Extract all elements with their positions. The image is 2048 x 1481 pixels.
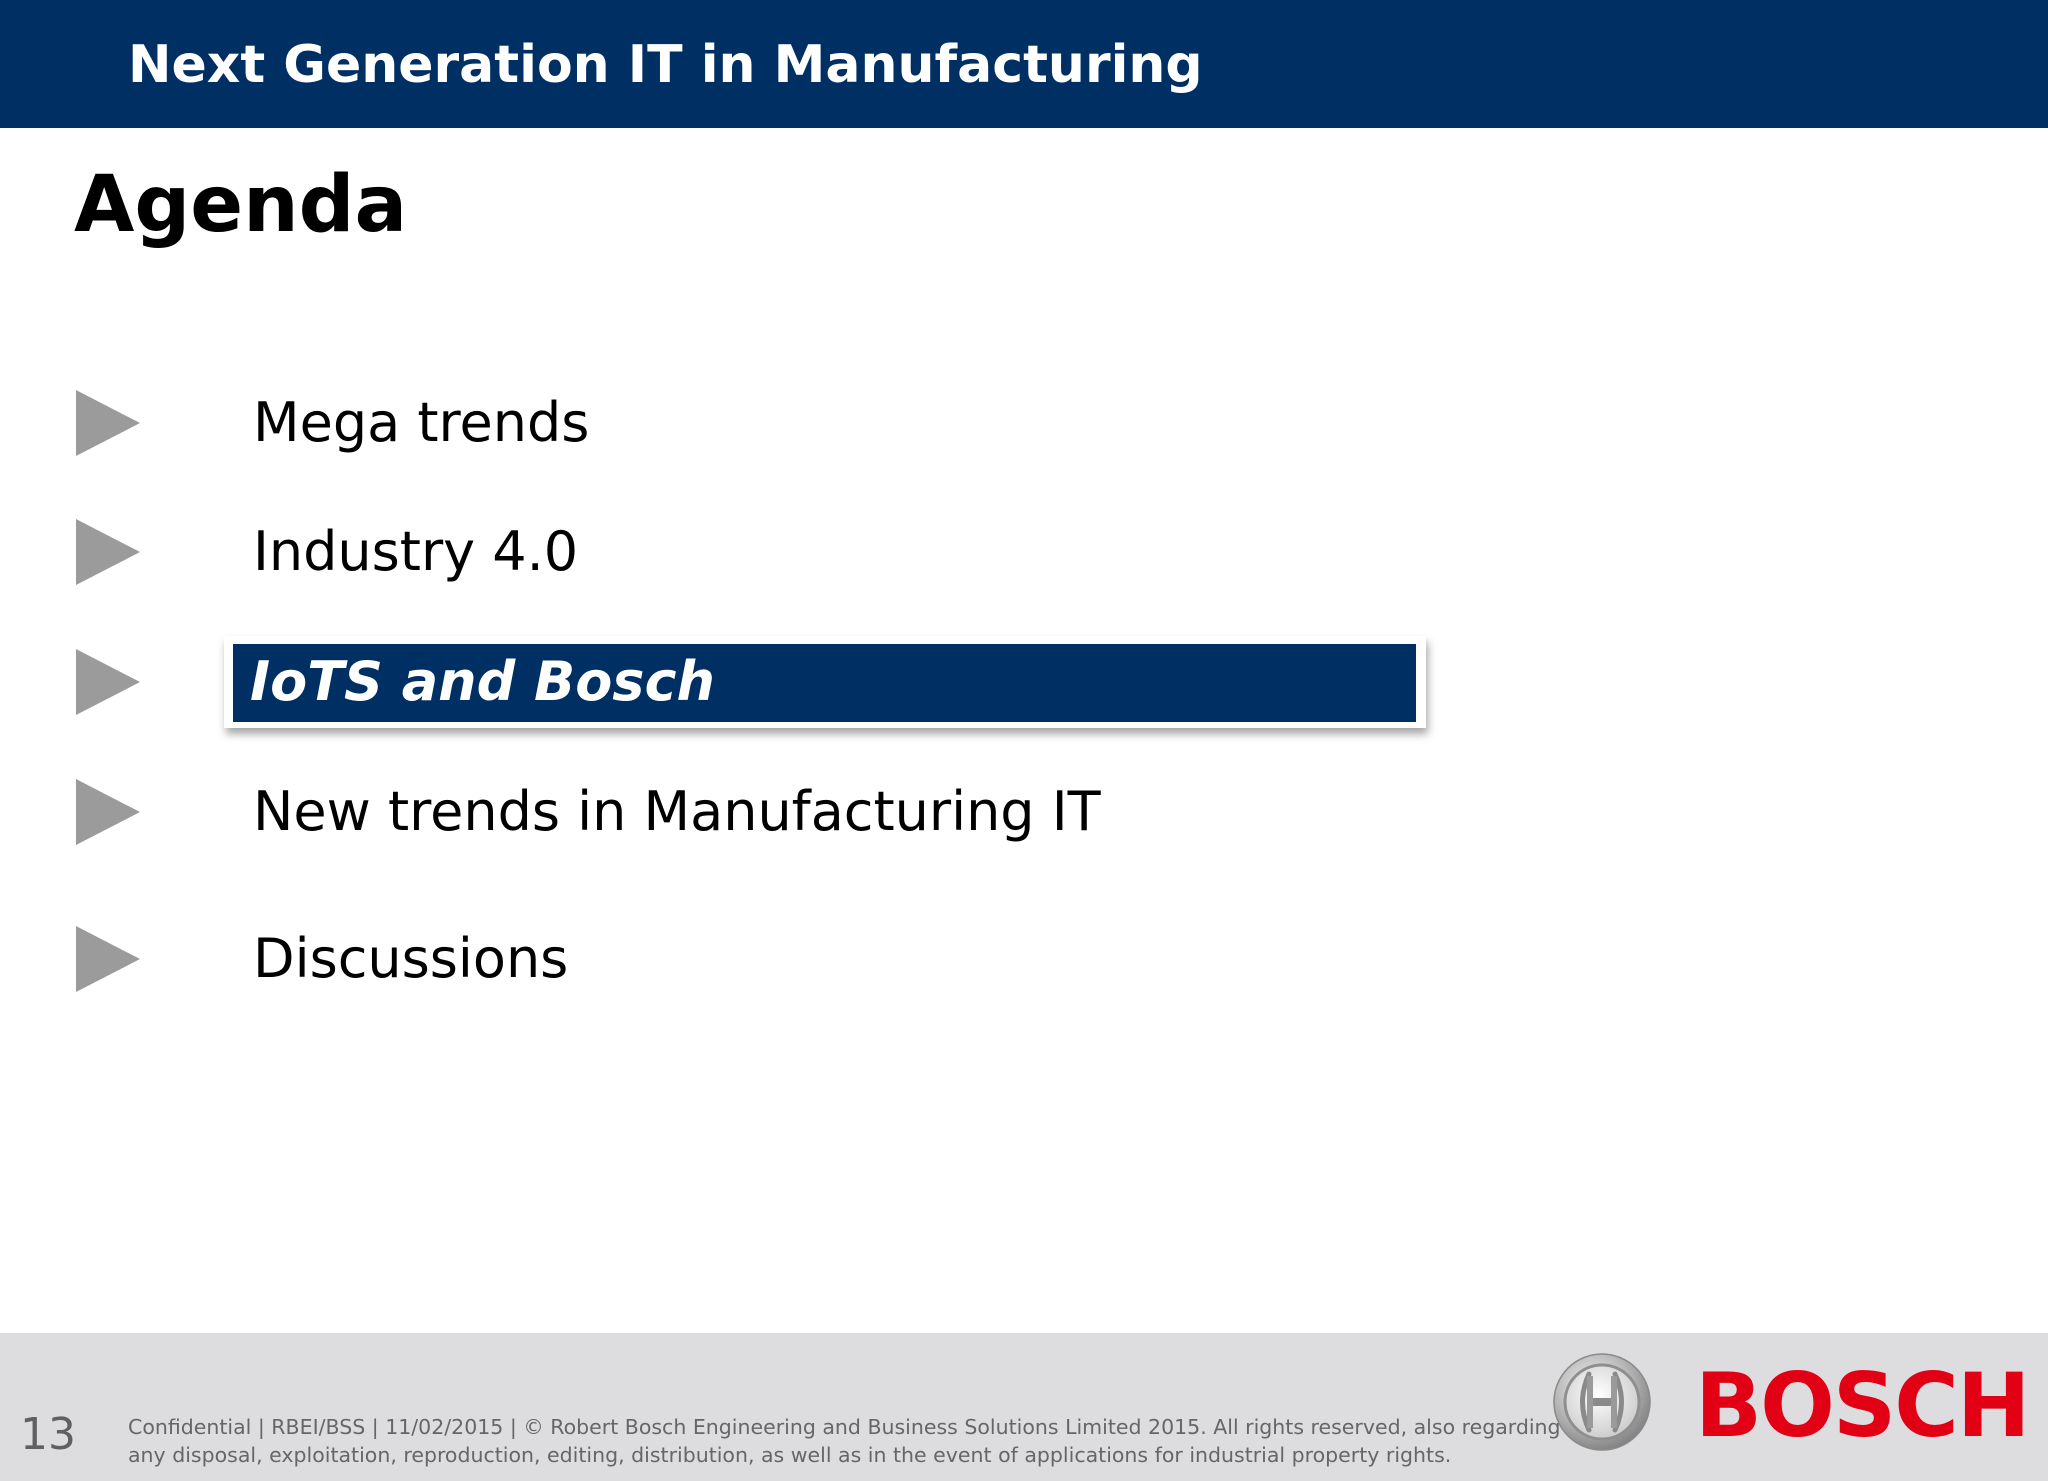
triangle-right-icon bbox=[76, 649, 140, 715]
footer-disclaimer: Confidential | RBEI/BSS | 11/02/2015 | ©… bbox=[128, 1413, 1561, 1469]
triangle-right-icon bbox=[76, 779, 140, 845]
presentation-title: Next Generation IT in Manufacturing bbox=[128, 35, 1203, 95]
agenda-item-label: Mega trends bbox=[253, 391, 590, 454]
bosch-wordmark-logo: BOSCH bbox=[1695, 1354, 2030, 1457]
bosch-armature-icon bbox=[1552, 1352, 1652, 1452]
footer-bar bbox=[0, 1333, 2048, 1481]
active-item-fill bbox=[233, 644, 1416, 722]
triangle-right-icon bbox=[76, 926, 140, 992]
header-bar: Next Generation IT in Manufacturing bbox=[0, 0, 2048, 128]
page-number: 13 bbox=[20, 1409, 76, 1460]
agenda-item-label: Industry 4.0 bbox=[253, 520, 579, 583]
agenda-item-label-active: IoTS and Bosch bbox=[250, 650, 715, 713]
active-item-highlight bbox=[224, 636, 1426, 728]
agenda-item-new-trends[interactable]: New trends in Manufacturing IT bbox=[0, 767, 2048, 857]
agenda-item-industry-4-0[interactable]: Industry 4.0 bbox=[0, 507, 2048, 597]
agenda-item-discussions[interactable]: Discussions bbox=[0, 914, 2048, 1004]
footer-disclaimer-line-1: Confidential | RBEI/BSS | 11/02/2015 | ©… bbox=[128, 1415, 1561, 1439]
agenda-item-mega-trends[interactable]: Mega trends bbox=[0, 378, 2048, 468]
triangle-right-icon bbox=[76, 519, 140, 585]
agenda-item-label: New trends in Manufacturing IT bbox=[253, 780, 1101, 843]
triangle-right-icon bbox=[76, 390, 140, 456]
agenda-item-iots-and-bosch[interactable]: IoTS and Bosch bbox=[0, 632, 2048, 742]
slide-title: Agenda bbox=[74, 160, 408, 250]
footer-disclaimer-line-2: any disposal, exploitation, reproduction… bbox=[128, 1443, 1452, 1467]
agenda-item-label: Discussions bbox=[253, 927, 569, 990]
